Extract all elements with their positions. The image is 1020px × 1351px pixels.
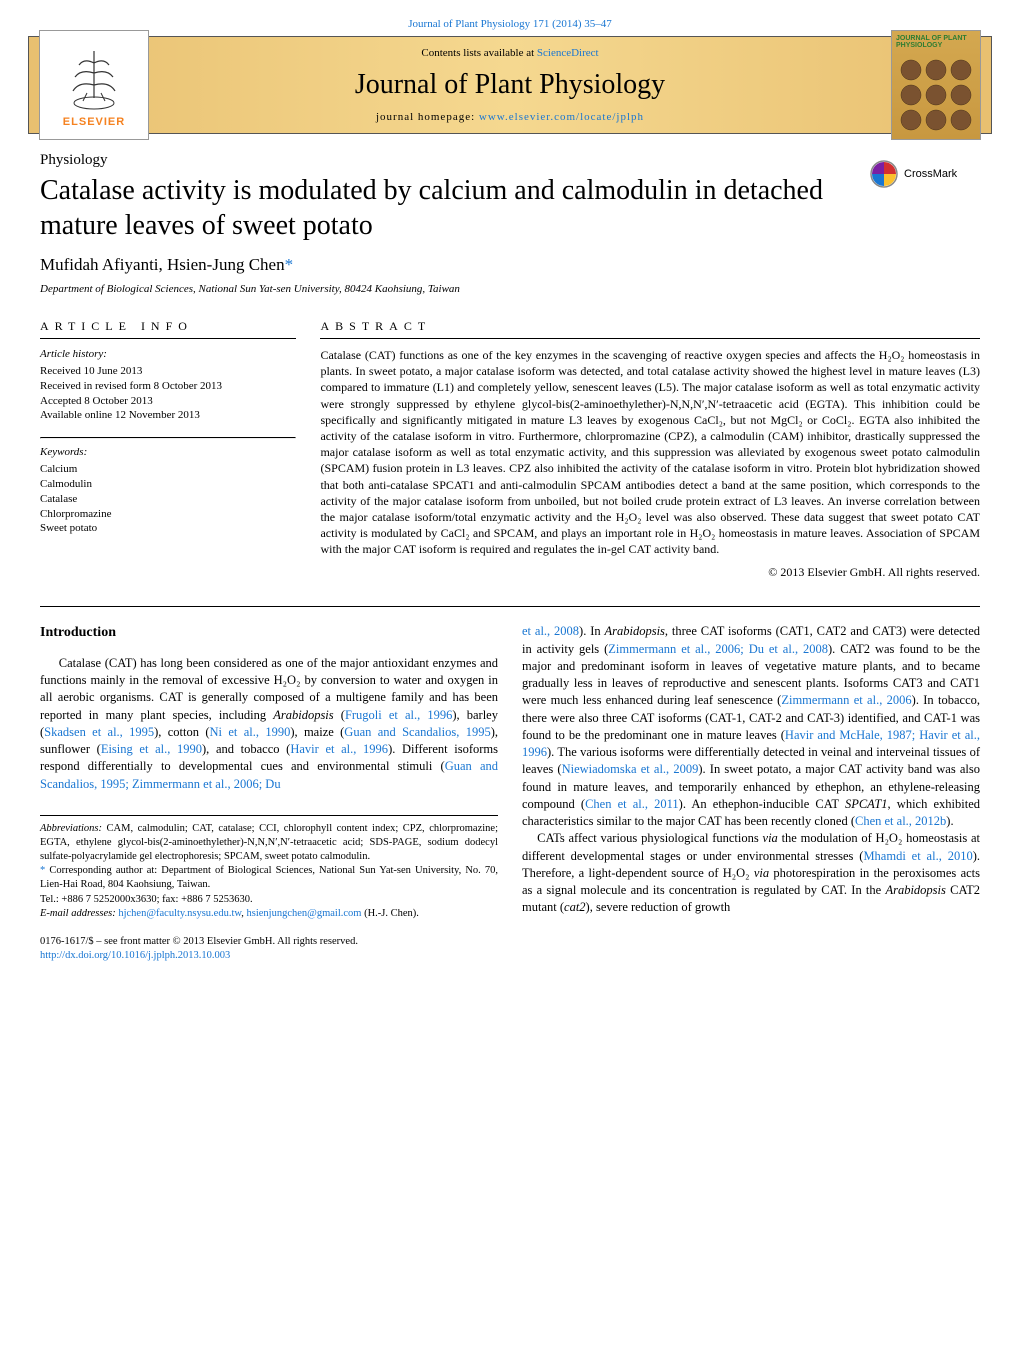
article-info-column: article info Article history: Received 1… [40, 319, 296, 580]
history-line: Received in revised form 8 October 2013 [40, 379, 296, 394]
email-label: E-mail addresses: [40, 908, 118, 919]
abstract-heading: abstract [320, 319, 980, 339]
abbrev-label: Abbreviations: [40, 823, 102, 834]
contents-text: Contents lists available at [421, 47, 536, 59]
homepage-line: journal homepage: www.elsevier.com/locat… [209, 111, 811, 123]
sciencedirect-link[interactable]: ScienceDirect [537, 47, 599, 59]
keywords-block: Keywords: Calcium Calmodulin Catalase Ch… [40, 445, 296, 536]
body-para-left: Catalase (CAT) has long been considered … [40, 655, 498, 793]
corr-text: Corresponding author at: Department of B… [40, 865, 498, 890]
contents-line: Contents lists available at ScienceDirec… [209, 47, 811, 59]
authors-text: Mufidah Afiyanti, Hsien-Jung Chen [40, 255, 285, 274]
abbreviations-note: Abbreviations: CAM, calmodulin; CAT, cat… [40, 822, 498, 865]
article-history-block: Article history: Received 10 June 2013 R… [40, 347, 296, 423]
contact-email: E-mail addresses: hjchen@faculty.nsysu.e… [40, 907, 498, 921]
homepage-link[interactable]: www.elsevier.com/locate/jplph [479, 111, 644, 123]
article-title: Catalase activity is modulated by calciu… [40, 173, 980, 243]
elsevier-logo: ELSEVIER [39, 30, 149, 140]
journal-name: Journal of Plant Physiology [209, 69, 811, 101]
abstract-text: Catalase (CAT) functions as one of the k… [320, 347, 980, 557]
tree-icon [59, 43, 129, 113]
keyword: Calcium [40, 462, 296, 477]
contact-tel: Tel.: +886 7 5252000x3630; fax: +886 7 5… [40, 893, 498, 907]
body-para-right: et al., 2008). In Arabidopsis, three CAT… [522, 623, 980, 916]
email-link-1[interactable]: hjchen@faculty.nsysu.edu.tw [118, 908, 241, 919]
keyword: Catalase [40, 492, 296, 507]
elsevier-text: ELSEVIER [63, 116, 125, 128]
history-line: Received 10 June 2013 [40, 364, 296, 379]
keyword: Sweet potato [40, 521, 296, 536]
body-rule [40, 606, 980, 607]
keyword: Chlorpromazine [40, 507, 296, 522]
footer-block: 0176-1617/$ – see front matter © 2013 El… [40, 935, 498, 963]
abbrev-text: CAM, calmodulin; CAT, catalase; CCI, chl… [40, 823, 498, 862]
article-info-heading: article info [40, 319, 296, 339]
email-tail: (H.-J. Chen). [361, 908, 418, 919]
corresponding-note: * Corresponding author at: Department of… [40, 864, 498, 892]
cover-art-icon [896, 55, 974, 133]
front-matter-line: 0176-1617/$ – see front matter © 2013 El… [40, 935, 498, 949]
footnotes-block: Abbreviations: CAM, calmodulin; CAT, cat… [40, 815, 498, 921]
journal-banner: ELSEVIER JOURNAL OF PLANT PHYSIOLOGY Con… [28, 36, 992, 134]
history-line: Accepted 8 October 2013 [40, 394, 296, 409]
history-line: Available online 12 November 2013 [40, 408, 296, 423]
journal-citation-header: Journal of Plant Physiology 171 (2014) 3… [0, 0, 1020, 36]
section-label: Physiology [40, 152, 980, 169]
abstract-column: abstract Catalase (CAT) functions as one… [320, 319, 980, 580]
history-subhead: Article history: [40, 347, 296, 362]
body-column-right: et al., 2008). In Arabidopsis, three CAT… [522, 623, 980, 963]
doi-link[interactable]: http://dx.doi.org/10.1016/j.jplph.2013.1… [40, 949, 498, 963]
affiliation: Department of Biological Sciences, Natio… [40, 283, 980, 295]
keywords-subhead: Keywords: [40, 445, 296, 460]
homepage-label: journal homepage: [376, 111, 479, 123]
crossmark-text: CrossMark [904, 168, 957, 180]
abstract-copyright: © 2013 Elsevier GmbH. All rights reserve… [320, 565, 980, 580]
keyword: Calmodulin [40, 477, 296, 492]
journal-cover-thumbnail: JOURNAL OF PLANT PHYSIOLOGY [891, 30, 981, 140]
email-link-2[interactable]: hsienjungchen@gmail.com [247, 908, 362, 919]
crossmark-icon [870, 160, 898, 188]
keywords-rule [40, 437, 296, 439]
cover-title-text: JOURNAL OF PLANT PHYSIOLOGY [896, 35, 967, 49]
authors-line: Mufidah Afiyanti, Hsien-Jung Chen* [40, 255, 980, 275]
introduction-heading: Introduction [40, 623, 498, 642]
body-column-left: Introduction Catalase (CAT) has long bee… [40, 623, 498, 963]
corresponding-asterisk: * [285, 255, 294, 274]
crossmark-badge[interactable]: CrossMark [870, 160, 980, 188]
